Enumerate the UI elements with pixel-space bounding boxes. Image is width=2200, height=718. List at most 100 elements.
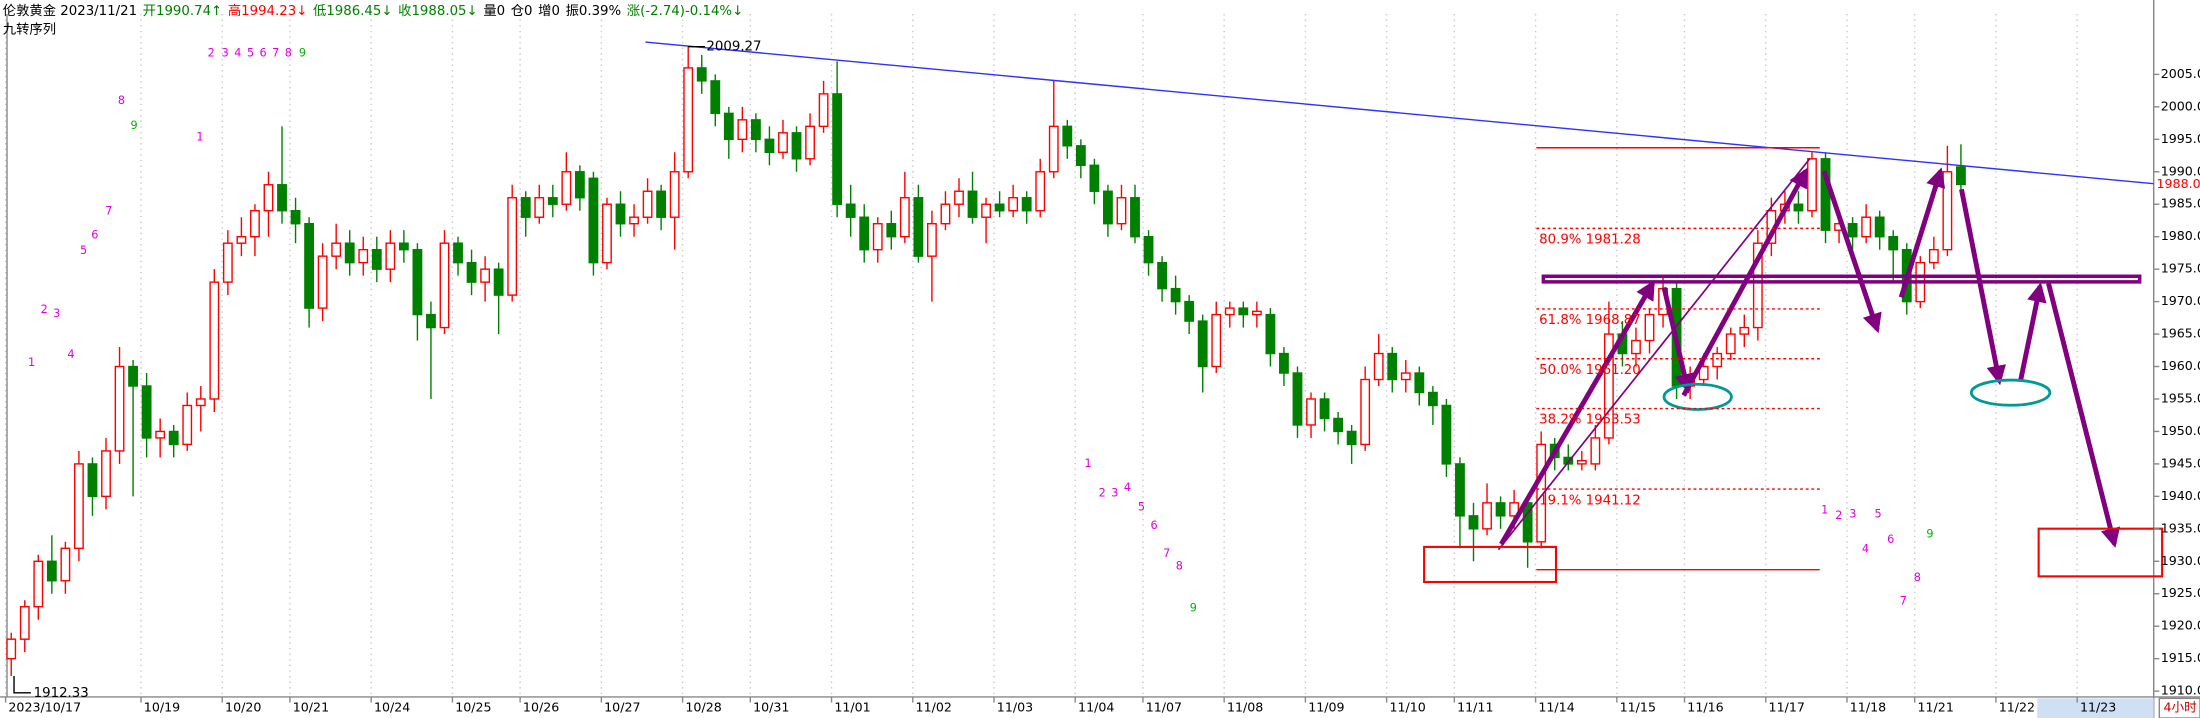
candle-body bbox=[1956, 166, 1966, 186]
td-label: 5 bbox=[1874, 508, 1881, 521]
candle-body bbox=[1847, 223, 1858, 238]
candle-body bbox=[1874, 216, 1885, 238]
candle-body bbox=[1062, 125, 1073, 147]
td-label: 1 bbox=[1085, 457, 1092, 470]
y-tick-label: 1965.0 bbox=[2161, 326, 2200, 341]
y-tick-label: 1970.0 bbox=[2161, 293, 2200, 308]
future-band bbox=[2037, 698, 2154, 718]
candle-body bbox=[534, 197, 545, 218]
candle-body bbox=[588, 177, 599, 264]
candle-body bbox=[1563, 456, 1574, 465]
period-label[interactable]: 4小时 bbox=[2164, 700, 2198, 715]
guide-line bbox=[1497, 157, 1811, 551]
candle-body bbox=[547, 197, 558, 205]
candle-body bbox=[128, 365, 138, 387]
candle-body bbox=[344, 242, 355, 264]
candle-body bbox=[1197, 320, 1208, 368]
candle-body bbox=[561, 171, 572, 205]
td-label: 4 bbox=[234, 46, 241, 59]
candle-body bbox=[453, 242, 463, 264]
candle-body bbox=[250, 210, 260, 238]
candle-body bbox=[845, 203, 856, 218]
candle-body bbox=[263, 184, 274, 212]
arrow bbox=[1499, 279, 1655, 546]
candle-body bbox=[683, 67, 694, 173]
trend-line bbox=[645, 41, 2154, 185]
td-label: 8 bbox=[118, 94, 125, 107]
candle-body bbox=[1387, 352, 1398, 381]
period-tab[interactable] bbox=[2158, 697, 2200, 718]
candle-body bbox=[1157, 261, 1167, 290]
y-tick-label: 1935.0 bbox=[2161, 520, 2200, 535]
info-item: 收1988.05↓ bbox=[398, 3, 478, 19]
candle-body bbox=[304, 223, 315, 309]
candle-body bbox=[398, 242, 409, 251]
x-tick-label: 11/01 bbox=[834, 700, 870, 715]
candle-body bbox=[317, 255, 328, 309]
candle-body bbox=[615, 203, 626, 225]
candle-body bbox=[1631, 339, 1641, 355]
candle-body bbox=[574, 171, 585, 199]
candle-body bbox=[602, 203, 612, 264]
candle-body bbox=[114, 365, 125, 452]
candle-body bbox=[1603, 333, 1614, 439]
low-label: 1912.33 bbox=[34, 686, 89, 701]
td-label: 7 bbox=[105, 205, 112, 218]
candle-body bbox=[818, 93, 829, 128]
info-item: 涨(-2.74)-0.14%↓ bbox=[627, 3, 743, 19]
indicator-name: 九转序列 bbox=[3, 21, 56, 37]
candle-body bbox=[1536, 443, 1547, 543]
candle-body bbox=[1333, 417, 1344, 433]
td-label: 8 bbox=[285, 46, 292, 59]
fib-label: 19.1% 1941.12 bbox=[1539, 493, 1641, 508]
candle-body bbox=[290, 210, 301, 225]
arrows bbox=[1499, 167, 2121, 548]
candle-body bbox=[1414, 372, 1425, 394]
fib-label: 38.2% 1953.53 bbox=[1539, 413, 1641, 428]
td-label: 2 bbox=[41, 303, 48, 316]
candle-body bbox=[940, 203, 951, 225]
td-label: 1 bbox=[28, 356, 35, 369]
candle-body bbox=[1130, 197, 1140, 238]
td-label: 7 bbox=[1163, 547, 1170, 560]
candle-body bbox=[778, 132, 788, 154]
candle-body bbox=[927, 223, 937, 257]
box bbox=[2037, 527, 2164, 578]
x-tick-label: 11/15 bbox=[1620, 700, 1656, 715]
candle-body bbox=[967, 190, 978, 218]
candle-body bbox=[1021, 197, 1032, 212]
x-tick-label: 10/20 bbox=[225, 700, 261, 715]
candle-body bbox=[466, 261, 477, 283]
candle-body bbox=[507, 197, 518, 296]
candle-body bbox=[832, 93, 843, 205]
x-tick-label: 11/08 bbox=[1227, 700, 1263, 715]
fib-label: 61.8% 1968.87 bbox=[1539, 313, 1641, 328]
y-tick-label: 2005.0 bbox=[2161, 66, 2200, 81]
td-label: 4 bbox=[67, 348, 74, 361]
candle-body bbox=[899, 197, 910, 238]
candle-body bbox=[994, 203, 1005, 212]
arrow bbox=[1959, 188, 2006, 386]
candle-body bbox=[74, 463, 84, 550]
candle-body bbox=[629, 216, 639, 225]
candle-body bbox=[33, 560, 44, 608]
candle-body bbox=[1211, 313, 1222, 368]
candle-body bbox=[1712, 352, 1723, 368]
td-label: 5 bbox=[80, 244, 87, 257]
fib-label: 80.9% 1981.28 bbox=[1539, 233, 1641, 248]
plot bbox=[6, 46, 1966, 676]
td-label: 2 bbox=[1835, 509, 1842, 522]
box bbox=[1423, 545, 1558, 584]
candle-body bbox=[1279, 352, 1289, 374]
candle-body bbox=[1888, 235, 1899, 251]
candle-body bbox=[872, 223, 883, 251]
candle-body bbox=[1942, 171, 1953, 251]
y-tick-label: 1925.0 bbox=[2161, 585, 2200, 600]
candle-body bbox=[723, 112, 734, 141]
info-item: 仓0 bbox=[511, 3, 533, 19]
candle-body bbox=[1306, 398, 1316, 426]
td-label: 7 bbox=[1900, 595, 1907, 608]
candle-body bbox=[1698, 365, 1709, 381]
candle-body bbox=[1590, 437, 1601, 465]
